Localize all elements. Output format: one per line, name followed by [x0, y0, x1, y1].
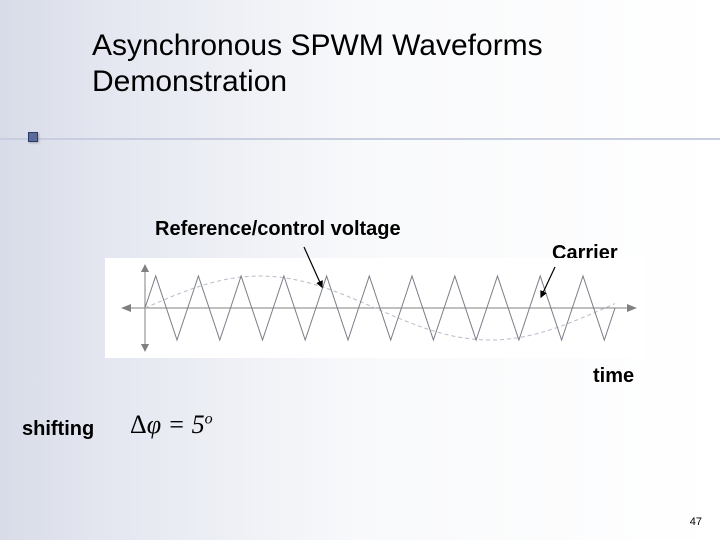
- title-line-2: Demonstration: [92, 65, 287, 98]
- reference-pointer-arrow: [300, 245, 340, 300]
- title-bullet: [28, 132, 38, 142]
- time-axis-label: time: [593, 365, 634, 388]
- equals-value: = 5: [161, 410, 205, 439]
- degree-symbol: o: [205, 410, 213, 427]
- phi-symbol: φ: [147, 410, 161, 439]
- page-title: Asynchronous SPWM Waveforms Demonstratio…: [92, 28, 543, 100]
- page-number: 47: [690, 516, 702, 528]
- shifting-label: shifting: [22, 418, 94, 441]
- delta-symbol: Δ: [130, 410, 147, 439]
- title-line-1: Asynchronous SPWM Waveforms: [92, 29, 543, 62]
- carrier-pointer-arrow: [535, 265, 575, 310]
- accent-line: [0, 138, 720, 140]
- phase-shift-formula: Δφ = 5o: [130, 410, 213, 440]
- reference-label: Reference/control voltage: [155, 218, 401, 241]
